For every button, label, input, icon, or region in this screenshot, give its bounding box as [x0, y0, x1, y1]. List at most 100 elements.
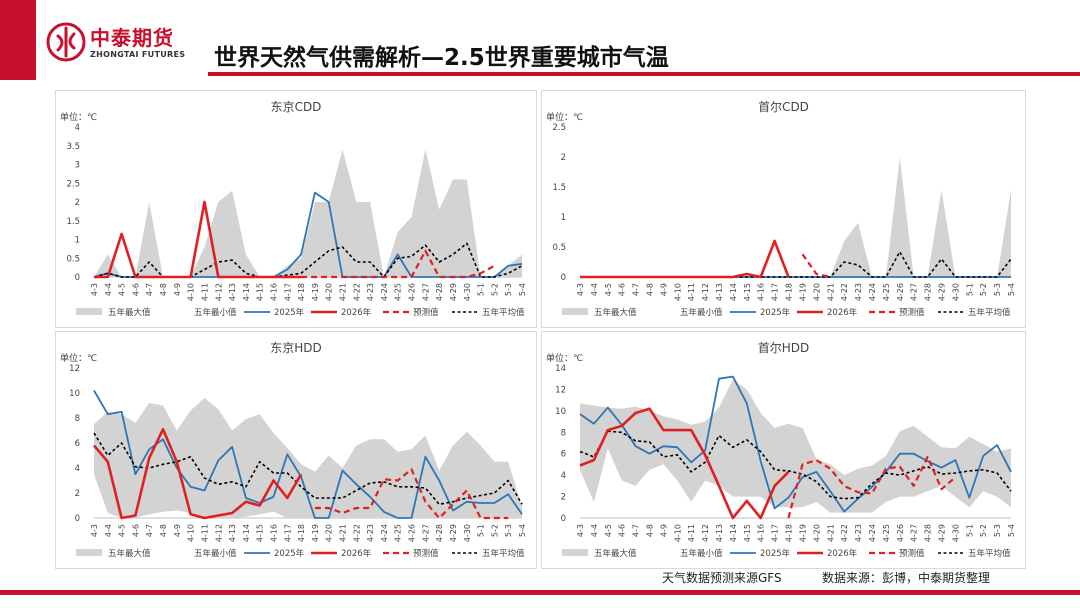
y-tick-label: 2.5	[66, 179, 80, 189]
x-tick-label: 4-6	[618, 283, 627, 296]
x-tick-label: 4-3	[90, 283, 99, 296]
x-tick-label: 4-25	[882, 283, 891, 301]
legend-label: 预测值	[413, 307, 439, 318]
chart-seoul-cdd: 首尔CDD 单位：℃ 0 0.5 1 1.5 2 2.5 4-3 4-4 4-5 4-6 4-7 4-8 4…	[546, 99, 1016, 318]
y-tick-label: 10	[69, 389, 80, 399]
x-tick-label: 4-7	[145, 524, 154, 537]
legend-label: 五年最大值	[594, 548, 637, 559]
x-tick-label: 4-14	[242, 524, 251, 542]
legend-label: 预测值	[899, 307, 925, 318]
x-tick-label: 4-30	[463, 524, 472, 542]
legend-label: 五年最小值	[194, 307, 237, 318]
x-tick-label: 4-18	[297, 283, 306, 301]
x-tick-label: 4-4	[104, 283, 113, 296]
footer-divider	[0, 590, 1080, 595]
x-tick-label: 4-13	[715, 524, 724, 542]
series-line-line2026	[93, 428, 303, 520]
y-tick-label: 2	[561, 493, 566, 503]
x-tick-label: 4-10	[673, 524, 682, 542]
legend-label: 2026年	[827, 548, 858, 559]
legend-swatch-band	[76, 549, 102, 556]
x-tick-label: 4-30	[951, 524, 960, 542]
x-tick-label: 4-29	[937, 524, 946, 542]
chart-tokyo-hdd: 东京HDD 单位：℃ 0 2 4 6 8 10 12 4-3 4-4 4-5 4-6 4-7 4-8 4-9 4…	[60, 341, 527, 559]
legend-label: 五年最大值	[594, 307, 637, 318]
y-tick-label: 6	[561, 450, 566, 460]
x-tick-label: 4-3	[576, 524, 585, 537]
x-tick-label: 4-27	[421, 524, 430, 542]
series-line-avg	[93, 432, 523, 506]
x-tick-label: 4-6	[618, 524, 627, 537]
series-line-forecast	[801, 253, 831, 279]
x-tick-label: 4-21	[826, 283, 835, 301]
y-tick-label: 1.5	[552, 183, 566, 193]
brand-color-bar	[0, 0, 36, 80]
x-tick-label: 4-22	[840, 283, 849, 301]
y-tick-label: 0	[561, 273, 566, 283]
chart-title: 东京CDD	[271, 100, 322, 114]
x-tick-label: 5-3	[993, 283, 1002, 296]
chart-panel-tokyo-hdd: 东京HDD 单位：℃ 0 2 4 6 8 10 12 4-3 4-4 4-5 4-6 4-7 4-8 4-9 4…	[55, 331, 537, 569]
y-tick-label: 0.5	[552, 243, 566, 253]
legend-label: 2025年	[274, 307, 305, 318]
x-tick-label: 4-16	[757, 283, 766, 301]
y-tick-label: 2	[75, 198, 80, 208]
x-tick-label: 4-18	[785, 524, 794, 542]
x-tick-label: 4-24	[380, 283, 389, 301]
x-tick-label: 4-18	[785, 283, 794, 301]
legend-label: 五年最小值	[194, 548, 237, 559]
x-tick-label: 4-23	[854, 283, 863, 301]
x-tick-label: 5-2	[490, 524, 499, 537]
five-year-range-band	[580, 379, 1011, 513]
x-tick-label: 4-20	[812, 283, 821, 301]
x-tick-label: 5-1	[965, 283, 974, 296]
y-tick-label: 8	[75, 414, 80, 424]
y-tick-label: 2	[561, 153, 566, 163]
x-tick-label: 5-3	[504, 524, 513, 537]
x-tick-label: 4-28	[435, 524, 444, 542]
x-tick-label: 4-15	[743, 524, 752, 542]
x-tick-label: 4-8	[646, 283, 655, 296]
x-tick-label: 4-11	[687, 283, 696, 301]
x-tick-label: 4-24	[380, 524, 389, 542]
y-tick-label: 3	[75, 161, 80, 171]
x-tick-label: 4-5	[118, 283, 127, 296]
x-tick-label: 4-16	[757, 524, 766, 542]
x-tick-label: 4-3	[576, 283, 585, 296]
gfs-source-note: 天气数据预测来源GFS	[662, 571, 782, 585]
logo-text-en: ZHONGTAI FUTURES	[90, 50, 186, 59]
y-tick-label: 2.5	[552, 123, 566, 133]
x-tick-label: 4-4	[590, 524, 599, 537]
legend-swatch-band	[562, 549, 588, 556]
x-tick-label: 4-22	[840, 524, 849, 542]
x-tick-label: 4-17	[771, 524, 780, 542]
legend-label: 五年最大值	[108, 307, 151, 318]
x-tick-label: 4-25	[394, 524, 403, 542]
chart-title: 首尔CDD	[758, 99, 809, 114]
five-year-range-band	[94, 149, 522, 277]
legend-label: 2025年	[760, 548, 791, 559]
x-tick-label: 4-7	[145, 283, 154, 296]
x-tick-label: 4-11	[687, 524, 696, 542]
x-tick-label: 4-12	[701, 524, 710, 542]
chart-title: 东京HDD	[270, 341, 322, 355]
x-tick-label: 4-9	[173, 283, 182, 296]
x-tick-label: 4-26	[408, 524, 417, 542]
x-tick-label: 4-17	[283, 524, 292, 542]
x-tick-label: 4-10	[673, 283, 682, 301]
x-tick-label: 4-25	[394, 283, 403, 301]
x-tick-label: 5-4	[1007, 524, 1016, 537]
x-tick-label: 4-7	[632, 524, 641, 537]
five-year-range-band	[94, 398, 522, 518]
x-tick-label: 4-5	[604, 283, 613, 296]
unit-label: 单位：℃	[60, 352, 97, 364]
legend-label: 五年最小值	[680, 307, 723, 318]
unit-label: 单位：℃	[546, 111, 583, 123]
y-tick-label: 0	[75, 514, 80, 524]
x-tick-label: 4-20	[325, 283, 334, 301]
legend-label: 2025年	[274, 548, 305, 559]
series-line-forecast	[301, 249, 495, 279]
y-tick-label: 3.5	[66, 142, 80, 152]
series-line-line2026	[579, 407, 790, 520]
y-tick-label: 4	[75, 123, 80, 133]
